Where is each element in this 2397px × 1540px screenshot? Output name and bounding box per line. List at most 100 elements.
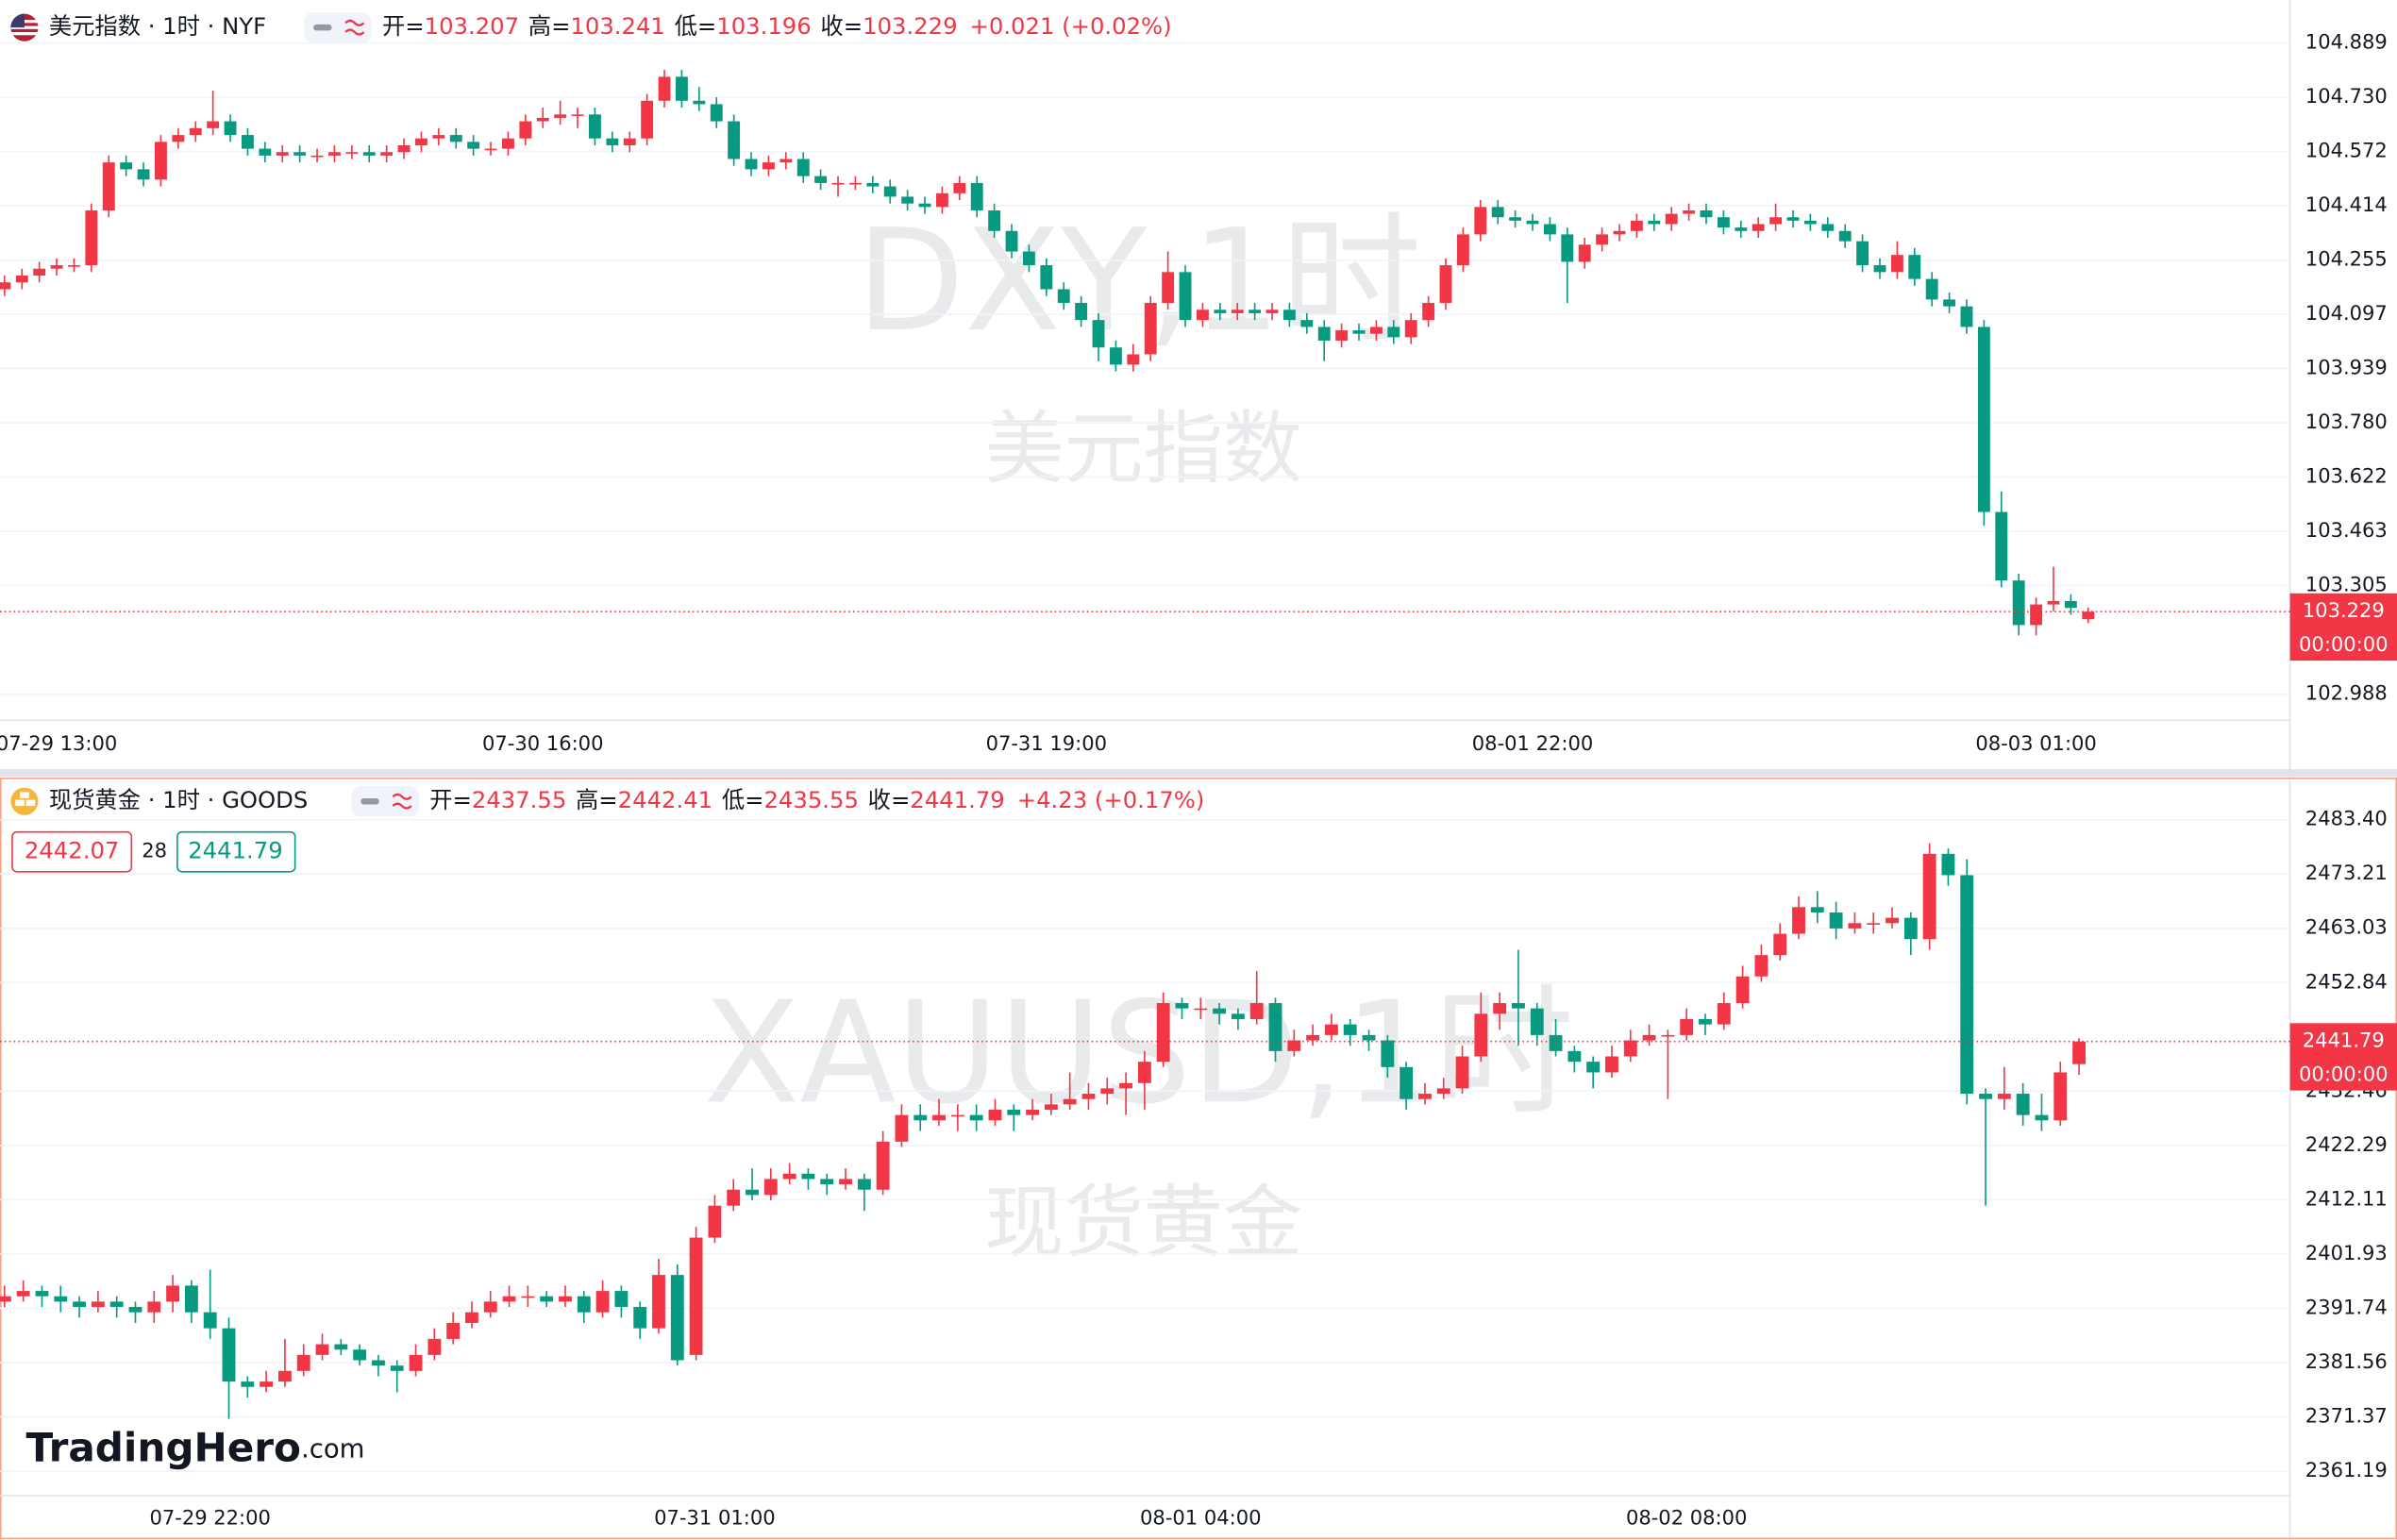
candle-body xyxy=(1179,272,1192,321)
candle-body xyxy=(1175,1003,1189,1009)
candle-body xyxy=(1773,933,1787,956)
candle-body xyxy=(746,1189,759,1196)
candle-body xyxy=(397,144,411,153)
candle-body xyxy=(260,1381,274,1387)
candle-body xyxy=(242,135,254,149)
ohlc-label: 低= xyxy=(675,12,717,40)
candle-body xyxy=(554,114,567,118)
candle-body xyxy=(1287,1040,1301,1051)
ohlc-label: 收= xyxy=(820,12,863,40)
candle-body xyxy=(68,265,80,267)
candle-body xyxy=(1387,326,1400,338)
candle-body xyxy=(953,182,966,193)
candle-body xyxy=(1665,213,1678,225)
candle-body xyxy=(588,114,601,139)
candle-body xyxy=(1493,1003,1507,1014)
candle-body xyxy=(1605,1056,1618,1073)
indicator-toggle[interactable] xyxy=(304,11,372,43)
candle-body xyxy=(914,1114,928,1121)
candle-body xyxy=(1231,1013,1245,1019)
candle-body xyxy=(1075,303,1088,321)
candle-body xyxy=(147,1301,161,1313)
candle-body xyxy=(1231,310,1244,313)
candle-body xyxy=(652,1275,665,1329)
x-tick-label: 07-30 16:00 xyxy=(482,731,603,755)
candle-body xyxy=(362,152,376,156)
candle-body xyxy=(708,1205,722,1238)
candle-body xyxy=(918,203,931,208)
candle-body xyxy=(1317,326,1331,341)
candle-body xyxy=(1343,1024,1357,1035)
candle-body xyxy=(1007,1109,1021,1115)
candle-body xyxy=(1456,234,1469,266)
candle-body xyxy=(1683,209,1696,214)
candle-body xyxy=(1266,310,1279,313)
candle-body xyxy=(1977,326,1990,512)
candle-body xyxy=(1792,907,1805,934)
candle-body xyxy=(2072,1041,2086,1064)
logo: TradingHero.com xyxy=(26,1424,365,1470)
candle-body xyxy=(2064,600,2077,609)
sell-box xyxy=(11,830,133,873)
candle-body xyxy=(224,121,237,136)
watermark-subtitle: 现货黄金 xyxy=(984,1176,1302,1268)
indicator-toggle[interactable] xyxy=(351,786,419,817)
candle-body xyxy=(1100,1088,1115,1095)
candle-body xyxy=(1979,1094,1992,1099)
candle-body xyxy=(1214,310,1227,313)
spread: 28 xyxy=(142,839,167,862)
candle-body xyxy=(1803,220,1817,225)
candle-body xyxy=(1144,303,1157,355)
candle-body xyxy=(390,1365,404,1371)
candle-body xyxy=(334,1344,348,1350)
candle-body xyxy=(1941,853,1955,876)
y-tick-label: 104.414 xyxy=(2305,192,2388,216)
candle-body xyxy=(595,1291,610,1313)
candle-body xyxy=(883,186,897,197)
candle-body xyxy=(1422,303,1435,321)
candle-body xyxy=(277,1370,292,1382)
candle-body xyxy=(0,282,11,290)
candle-body xyxy=(465,1312,478,1323)
candle-body xyxy=(1543,224,1556,235)
candle-body xyxy=(876,1141,890,1190)
buy-price: 2441.79 xyxy=(188,837,282,864)
candle-body xyxy=(1829,912,1843,929)
candle-body xyxy=(1680,1018,1694,1035)
candle-body xyxy=(2082,611,2095,620)
ohlc-value: 2441.79 xyxy=(910,786,1004,813)
candle-body xyxy=(1856,241,1869,266)
candle-body xyxy=(155,142,167,180)
y-tick-label: 2463.03 xyxy=(2305,915,2388,939)
candle-body xyxy=(1381,1040,1395,1067)
candle-body xyxy=(15,275,28,283)
candle-body xyxy=(796,159,810,176)
candle-body xyxy=(1509,217,1522,221)
candle-body xyxy=(1196,310,1209,321)
candle-body xyxy=(1404,320,1417,338)
candle-body xyxy=(1249,1003,1264,1019)
candle-body xyxy=(293,152,307,156)
candle-body xyxy=(296,1354,310,1371)
candle-body xyxy=(1890,255,1903,273)
candle-body xyxy=(1549,1034,1563,1051)
candle-body xyxy=(1369,326,1383,334)
candle-body xyxy=(1886,917,1899,924)
candle-body xyxy=(259,148,272,156)
candle-body xyxy=(1127,354,1140,365)
candle-body xyxy=(207,121,220,128)
ohlc-label: 低= xyxy=(722,786,764,813)
candle-body xyxy=(2053,1072,2068,1121)
candle-body xyxy=(988,209,1001,231)
candle-body xyxy=(380,152,394,156)
y-tick-label: 104.889 xyxy=(2305,29,2388,53)
candle-body xyxy=(935,192,948,208)
candle-body xyxy=(1194,1008,1208,1011)
candle-body xyxy=(839,1179,852,1185)
candle-body xyxy=(1752,224,1765,231)
candle-body xyxy=(203,1312,217,1329)
candle-body xyxy=(1137,1062,1151,1083)
pane-separator xyxy=(0,769,2397,778)
candle-body xyxy=(950,1114,964,1117)
